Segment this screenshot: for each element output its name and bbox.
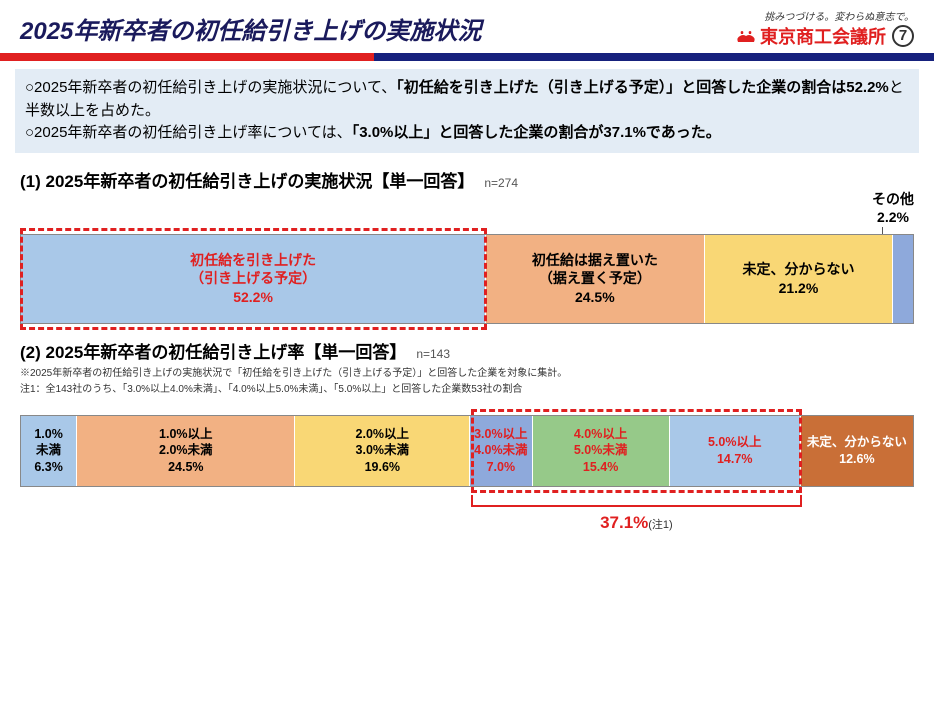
bar-segment: 初任給は据え置いた（据え置く予定）24.5% (486, 235, 704, 323)
chart2: 1.0%未満6.3%1.0%以上2.0%未満24.5%2.0%以上3.0%未満1… (20, 415, 914, 487)
brand-name: 東京商工会議所 7 (735, 23, 914, 49)
bar-segment: 3.0%以上4.0%未満7.0% (470, 416, 532, 486)
chart1: その他 2.2% 初任給を引き上げた（引き上げる予定）52.2%初任給は据え置い… (20, 234, 914, 324)
brand-icon (735, 28, 757, 44)
chart2-note2: 注1：全143社のうち、「3.0%以上4.0%未満」、「4.0%以上5.0%未満… (20, 383, 914, 397)
chart2-callout-wrap: 37.1%(注1) (20, 495, 914, 533)
chart1-n: n=274 (484, 176, 518, 190)
page-title: 2025年新卒者の初任給引き上げの実施状況 (20, 11, 481, 46)
bar-segment: 未定、分からない21.2% (705, 235, 894, 323)
chart2-callout: 37.1%(注1) (471, 513, 803, 533)
bar-segment: 未定、分からない12.6% (801, 416, 913, 486)
page-number: 7 (892, 25, 914, 47)
summary-box: ○2025年新卒者の初任給引き上げの実施状況について、「初任給を引き上げた（引き… (15, 69, 919, 153)
bar-segment: 1.0%以上2.0%未満24.5% (77, 416, 295, 486)
bar-segment: 1.0%未満6.3% (21, 416, 77, 486)
chart2-n: n=143 (416, 347, 450, 361)
divider-rule (0, 53, 934, 61)
bar-segment: 5.0%以上14.7% (670, 416, 801, 486)
brand-tagline: 挑みつづける。変わらぬ意志で。 (735, 8, 914, 23)
rule-blue (374, 53, 934, 61)
bar-segment (893, 235, 913, 323)
brand: 挑みつづける。変わらぬ意志で。 東京商工会議所 7 (735, 8, 914, 49)
chart1-title: (1) 2025年新卒者の初任給引き上げの実施状況【単一回答】n=274 (20, 167, 914, 192)
chart1-bar: 初任給を引き上げた（引き上げる予定）52.2%初任給は据え置いた（据え置く予定）… (20, 234, 914, 324)
bar-segment: 2.0%以上3.0%未満19.6% (295, 416, 470, 486)
summary-line-1: ○2025年新卒者の初任給引き上げの実施状況について、「初任給を引き上げた（引き… (25, 77, 909, 122)
header: 2025年新卒者の初任給引き上げの実施状況 挑みつづける。変わらぬ意志で。 東京… (0, 0, 934, 53)
bar-segment: 4.0%以上5.0%未満15.4% (533, 416, 670, 486)
bar-segment: 初任給を引き上げた（引き上げる予定）52.2% (21, 235, 486, 323)
chart2-bar: 1.0%未満6.3%1.0%以上2.0%未満24.5%2.0%以上3.0%未満1… (20, 415, 914, 487)
chart2-title: (2) 2025年新卒者の初任給引き上げ率【単一回答】n=143 (20, 338, 914, 363)
rule-red (0, 53, 374, 61)
chart2-note1: ※2025年新卒者の初任給引き上げの実施状況で「初任給を引き上げた（引き上げる予… (20, 367, 914, 381)
chart2-bracket (471, 495, 803, 507)
summary-line-2: ○2025年新卒者の初任給引き上げ率については、「3.0%以上」と回答した企業の… (25, 122, 909, 145)
